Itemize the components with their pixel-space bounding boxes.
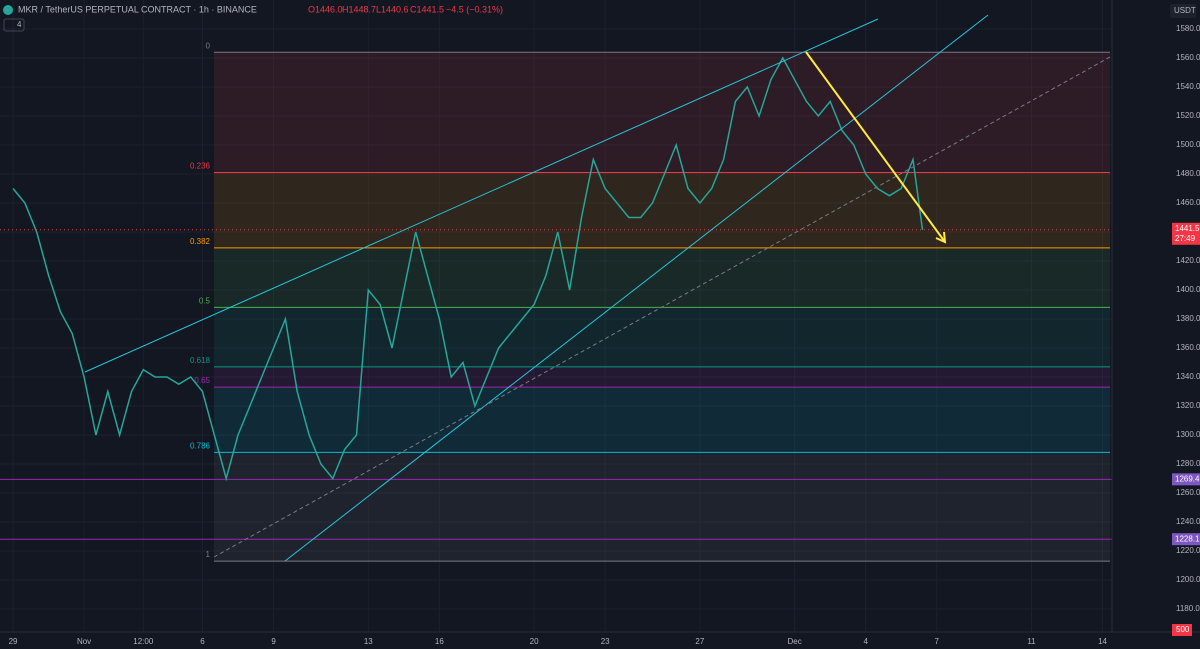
y-tick-label: 1220.0 bbox=[1176, 546, 1200, 555]
main-layer bbox=[0, 56, 1112, 482]
fib-zone bbox=[214, 52, 1110, 173]
fib-label: 0.236 bbox=[190, 162, 211, 171]
ohlc-low: L1440.6 bbox=[376, 4, 409, 14]
fib-zone bbox=[214, 366, 1110, 388]
fib-label: 0.618 bbox=[190, 356, 211, 365]
currency[interactable]: USDT bbox=[1174, 6, 1196, 15]
fib-label: 0.65 bbox=[194, 376, 210, 385]
countdown: 27:49 bbox=[1175, 234, 1196, 243]
symbol[interactable]: MKR / TetherUS PERPETUAL CONTRACT · 1h ·… bbox=[18, 4, 257, 14]
indicator-count[interactable]: 4 bbox=[17, 20, 22, 29]
last-price-label: 1441.5 bbox=[1175, 224, 1200, 233]
x-tick-label: 27 bbox=[695, 637, 704, 646]
fib-label: 1 bbox=[206, 550, 211, 559]
y-tick-label: 1260.0 bbox=[1176, 488, 1200, 497]
y-tick-label: 1480.0 bbox=[1176, 169, 1200, 178]
x-tick-label: Nov bbox=[77, 637, 91, 646]
symbol-icon[interactable] bbox=[3, 5, 13, 15]
level-label: 1228.1 bbox=[1175, 534, 1200, 543]
x-tick-label: 29 bbox=[9, 637, 18, 646]
x-tick-label: 9 bbox=[271, 637, 276, 646]
level-tag bbox=[1172, 533, 1200, 546]
fib-zone bbox=[214, 387, 1110, 453]
level-label: 1269.4 bbox=[1175, 474, 1200, 483]
ohlc-open: O1446.0 bbox=[308, 4, 343, 14]
y-tick-label: 1380.0 bbox=[1176, 314, 1200, 323]
y-tick-label: 1240.0 bbox=[1176, 517, 1200, 526]
dashed-line bbox=[213, 56, 1111, 558]
ohlc-close: C1441.5 bbox=[410, 4, 444, 14]
y-tick-label: 1200.0 bbox=[1176, 575, 1200, 584]
x-tick-label: 14 bbox=[1098, 637, 1107, 646]
indicator-toggle[interactable] bbox=[3, 18, 25, 32]
axis-layer: 1180.01200.01220.01240.01260.01280.01300… bbox=[9, 24, 1200, 646]
last-price-tag bbox=[1172, 222, 1200, 245]
trend-line bbox=[284, 14, 989, 562]
y-tick-label: 1280.0 bbox=[1176, 459, 1200, 468]
y-tick-label: 1580.0 bbox=[1176, 24, 1200, 33]
fib-zone bbox=[214, 307, 1110, 367]
trend-line bbox=[84, 18, 879, 373]
x-tick-label: 4 bbox=[863, 637, 868, 646]
y-tick-label: 1360.0 bbox=[1176, 343, 1200, 352]
y-tick-label: 1420.0 bbox=[1176, 256, 1200, 265]
fib-label: 0.382 bbox=[190, 237, 211, 246]
ohlc-high: H1448.7 bbox=[342, 4, 376, 14]
y-tick-label: 1340.0 bbox=[1176, 372, 1200, 381]
x-tick-label: 20 bbox=[530, 637, 539, 646]
price-line bbox=[12, 56, 924, 482]
x-tick-label: 6 bbox=[200, 637, 205, 646]
arrow bbox=[805, 51, 946, 243]
y-tick-label: 1320.0 bbox=[1176, 401, 1200, 410]
y-tick-label: 1180.0 bbox=[1176, 604, 1200, 613]
fib-label: 0.786 bbox=[190, 441, 211, 450]
y-tick-label: 1460.0 bbox=[1176, 198, 1200, 207]
x-tick-label: 13 bbox=[364, 637, 373, 646]
y-tick-label: 1400.0 bbox=[1176, 285, 1200, 294]
background-layer: 0 0.236 0.382 0.5 0.618 0.65 0.786 1 bbox=[0, 0, 1200, 632]
fib-zone bbox=[214, 172, 1110, 248]
x-tick-label: 12:00 bbox=[133, 637, 154, 646]
x-tick-label: 7 bbox=[935, 637, 940, 646]
ohlc-change: −4.5 (−0.31%) bbox=[446, 4, 503, 14]
fib-label: 0.5 bbox=[199, 296, 211, 305]
y-tick-label: 1500.0 bbox=[1176, 140, 1200, 149]
level-tag bbox=[1172, 473, 1200, 486]
y-tick-label: 1560.0 bbox=[1176, 53, 1200, 62]
fib-label: 0 bbox=[206, 41, 211, 50]
arrow-head bbox=[935, 231, 947, 244]
y-tick-label: 1540.0 bbox=[1176, 82, 1200, 91]
y-tick-label: 1300.0 bbox=[1176, 430, 1200, 439]
y-tick-label: 1520.0 bbox=[1176, 111, 1200, 120]
x-tick-label: 23 bbox=[601, 637, 610, 646]
x-tick-label: 11 bbox=[1027, 637, 1036, 646]
fib-zone bbox=[214, 452, 1110, 562]
x-tick-label: Dec bbox=[788, 637, 802, 646]
x-tick-label: 16 bbox=[435, 637, 444, 646]
currency-button[interactable] bbox=[1170, 4, 1196, 18]
fib-zone bbox=[214, 247, 1110, 308]
volume-label: 500 bbox=[1176, 625, 1190, 634]
volume-tag bbox=[1172, 624, 1192, 636]
